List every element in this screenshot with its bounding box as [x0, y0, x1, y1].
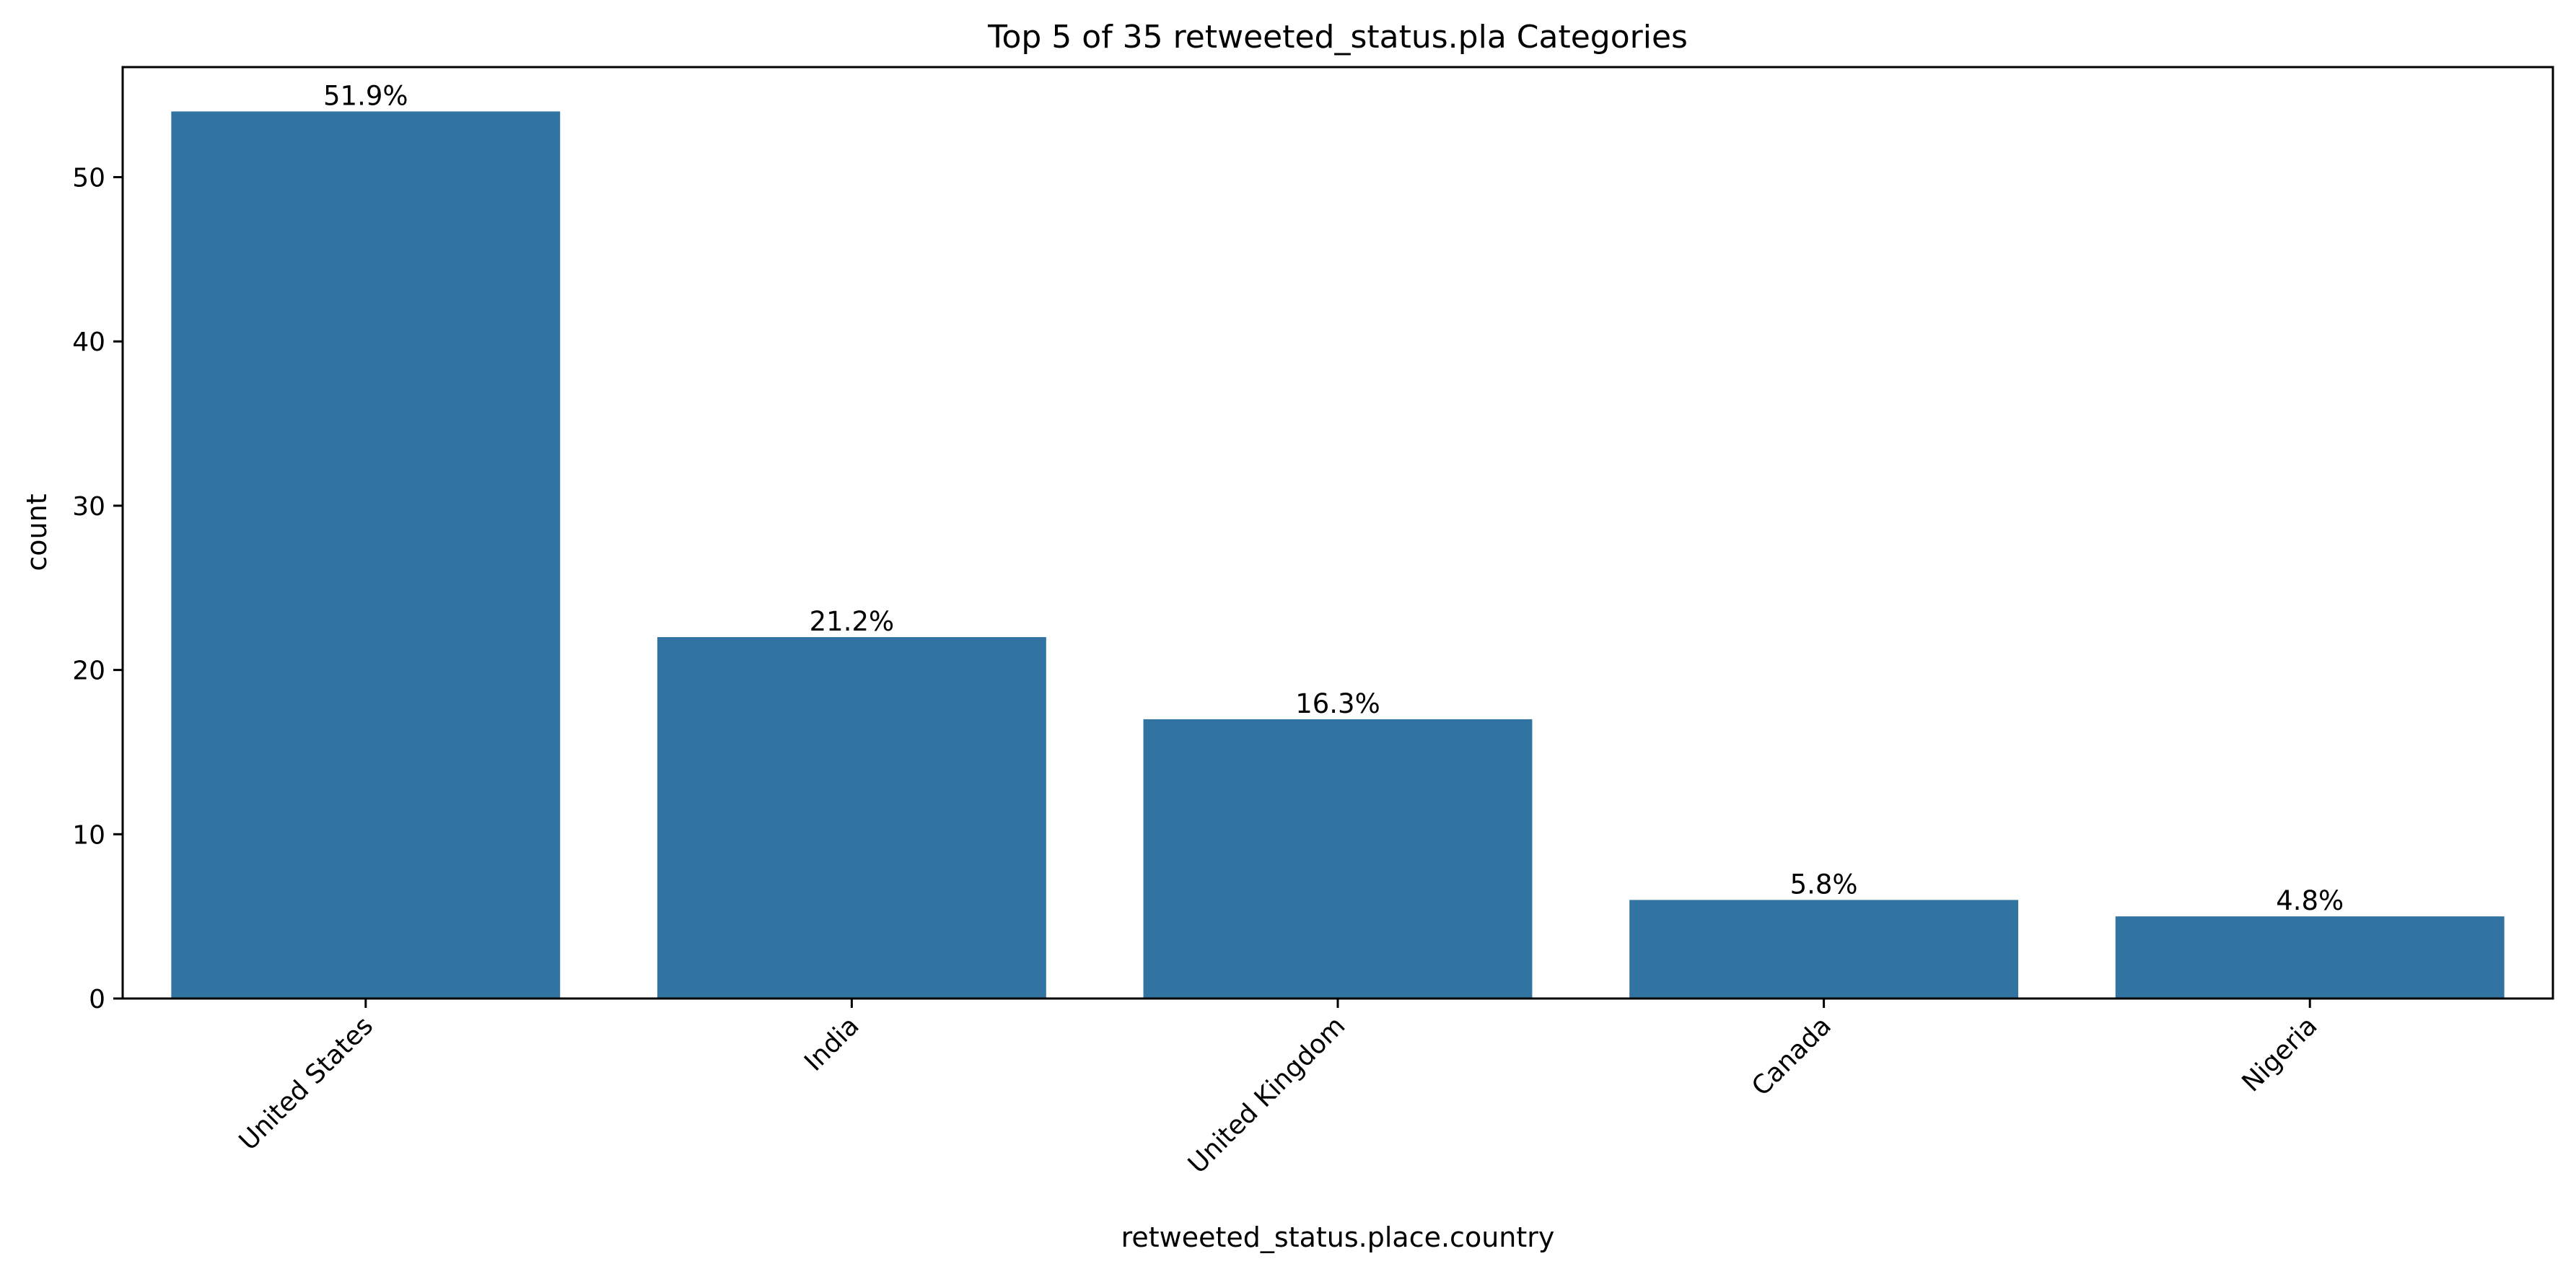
x-tick-label: India [799, 1011, 864, 1076]
x-tick-label: United Kingdom [1183, 1011, 1351, 1179]
y-tick-label: 10 [72, 820, 105, 850]
x-tick-label: United States [234, 1011, 379, 1156]
bar-data-label: 21.2% [810, 606, 895, 637]
y-tick-label: 0 [89, 985, 105, 1014]
y-tick-label: 20 [72, 657, 105, 686]
y-tick-label: 50 [72, 164, 105, 193]
bar-india [657, 637, 1046, 999]
bar-labels-layer: 51.9% 21.2% 16.3% 5.8% 4.8% [323, 80, 2344, 916]
bar-data-label: 5.8% [1790, 869, 1858, 900]
y-axis: 0 10 20 30 40 50 [72, 164, 123, 1014]
bar-nigeria [2115, 916, 2505, 999]
x-axis-label: retweeted_status.place.country [1121, 1221, 1555, 1253]
y-axis-label: count [21, 493, 53, 571]
x-axis: United States India United Kingdom Canada Ni… [234, 999, 2323, 1180]
bar-data-label: 4.8% [2276, 885, 2344, 916]
x-tick-label: Canada [1746, 1011, 1837, 1102]
y-tick-label: 30 [72, 492, 105, 522]
y-tick-label: 40 [72, 328, 105, 357]
bar-data-label: 16.3% [1295, 688, 1380, 719]
bar-united-states [171, 111, 561, 999]
plot-frame [121, 66, 2554, 1000]
chart-title: Top 5 of 35 retweeted_status.pla Categor… [987, 19, 1688, 56]
x-tick-label: Nigeria [2236, 1011, 2323, 1097]
bar-united-kingdom [1143, 719, 1533, 999]
bars-layer [171, 111, 2505, 999]
bar-data-label: 51.9% [323, 80, 408, 111]
bar-canada [1629, 900, 2019, 999]
